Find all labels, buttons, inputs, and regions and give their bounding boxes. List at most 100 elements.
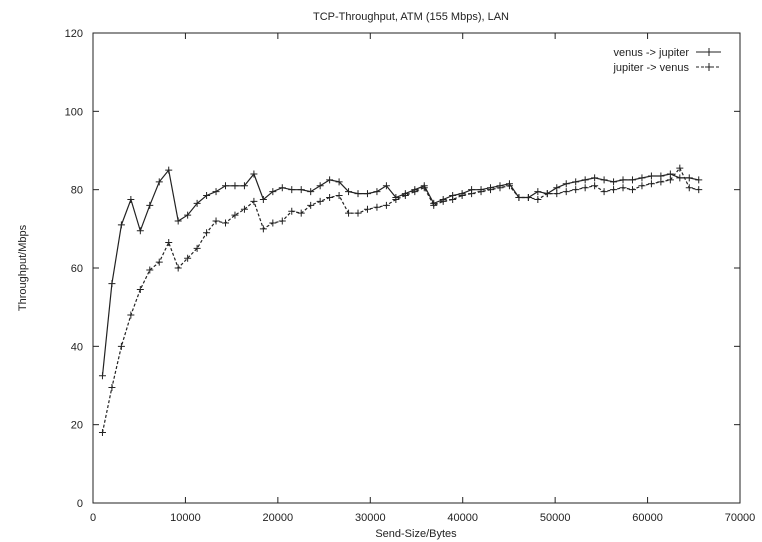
data-point-jupiter-venus: [184, 254, 192, 262]
data-point-jupiter-venus: [411, 188, 419, 196]
x-tick-label: 60000: [632, 512, 663, 524]
data-point-jupiter-venus: [439, 197, 447, 205]
data-point-jupiter-venus: [666, 176, 674, 184]
data-point-jupiter-venus: [326, 194, 334, 201]
data-point-jupiter-venus: [430, 201, 438, 209]
y-tick-label: 60: [71, 263, 83, 275]
data-point-jupiter-venus: [288, 207, 296, 215]
data-point-jupiter-venus: [146, 266, 154, 274]
data-point-jupiter-venus: [382, 201, 390, 209]
data-point-venus-jupiter: [259, 195, 267, 203]
data-point-venus-jupiter: [619, 176, 627, 184]
data-point-jupiter-venus: [127, 311, 135, 319]
data-point-venus-jupiter: [222, 182, 230, 190]
legend-label-venus-jupiter: venus -> jupiter: [613, 47, 689, 59]
data-point-jupiter-venus: [581, 184, 589, 192]
data-point-venus-jupiter: [354, 190, 362, 198]
data-point-venus-jupiter: [98, 372, 106, 380]
data-point-venus-jupiter: [335, 178, 343, 186]
data-point-venus-jupiter: [165, 166, 173, 174]
data-point-jupiter-venus: [354, 209, 362, 217]
x-axis-title: Send-Size/Bytes: [375, 528, 457, 540]
x-tick-label: 0: [90, 512, 96, 524]
data-point-venus-jupiter: [676, 174, 684, 182]
legend-marker-jupiter-venus: [705, 63, 713, 71]
x-tick-labels: 0 10000 20000 30000 40000 50000 60000 70000: [90, 512, 755, 524]
data-point-jupiter-venus: [685, 184, 693, 192]
data-point-venus-jupiter: [685, 174, 693, 182]
x-tick-label: 30000: [355, 512, 386, 524]
data-point-venus-jupiter: [127, 195, 135, 203]
data-point-venus-jupiter: [297, 186, 305, 194]
data-point-jupiter-venus: [136, 286, 144, 294]
data-point-jupiter-venus: [250, 197, 258, 205]
data-point-jupiter-venus: [165, 239, 173, 247]
data-point-venus-jupiter: [174, 217, 182, 225]
data-point-venus-jupiter: [610, 178, 618, 186]
data-point-venus-jupiter: [146, 201, 154, 209]
data-point-jupiter-venus: [600, 188, 608, 196]
data-point-jupiter-venus: [363, 205, 371, 213]
data-point-venus-jupiter: [581, 176, 589, 184]
data-point-venus-jupiter: [203, 192, 211, 200]
data-point-venus-jupiter: [269, 188, 277, 196]
data-point-venus-jupiter: [382, 182, 390, 190]
data-point-jupiter-venus: [458, 192, 466, 200]
data-point-jupiter-venus: [496, 184, 504, 192]
series-line-jupiter-venus: [101, 166, 699, 433]
data-point-jupiter-venus: [117, 342, 125, 350]
data-point-jupiter-venus: [108, 383, 116, 391]
data-point-jupiter-venus: [638, 182, 646, 190]
data-point-venus-jupiter: [363, 190, 371, 198]
data-point-jupiter-venus: [534, 195, 542, 203]
data-point-venus-jupiter: [117, 221, 125, 229]
y-tick-labels: 0 20 40 60 80 100 120: [65, 28, 83, 510]
series-line-venus-jupiter: [101, 168, 699, 376]
data-point-venus-jupiter: [155, 178, 163, 186]
y-tick-label: 20: [71, 420, 83, 432]
data-point-venus-jupiter: [628, 176, 636, 184]
data-point-jupiter-venus: [468, 190, 476, 198]
data-point-jupiter-venus: [647, 180, 655, 188]
y-tick-label: 0: [77, 498, 83, 510]
data-point-venus-jupiter: [278, 184, 286, 192]
y-tick-label: 40: [71, 341, 83, 353]
x-tick-label: 40000: [447, 512, 478, 524]
x-tick-label: 20000: [263, 512, 294, 524]
data-point-venus-jupiter: [638, 174, 646, 182]
data-point-jupiter-venus: [297, 209, 305, 217]
data-point-venus-jupiter: [695, 176, 703, 184]
series-layer: [98, 164, 703, 436]
data-point-jupiter-venus: [420, 184, 428, 192]
data-point-jupiter-venus: [553, 190, 561, 198]
data-point-venus-jupiter: [657, 172, 665, 180]
data-point-jupiter-venus: [487, 186, 495, 194]
data-point-venus-jupiter: [240, 182, 248, 190]
data-point-jupiter-venus: [193, 244, 201, 252]
data-point-jupiter-venus: [619, 184, 627, 192]
plot-frame: [92, 32, 741, 504]
data-point-jupiter-venus: [591, 182, 599, 190]
data-point-venus-jupiter: [647, 172, 655, 180]
data-point-venus-jupiter: [326, 176, 334, 184]
axis-ticks: [92, 32, 741, 504]
data-point-jupiter-venus: [477, 188, 485, 196]
data-point-jupiter-venus: [505, 182, 513, 190]
data-point-venus-jupiter: [666, 170, 674, 178]
data-point-venus-jupiter: [373, 188, 381, 196]
data-point-venus-jupiter: [231, 182, 239, 190]
data-point-jupiter-venus: [155, 258, 163, 266]
data-point-venus-jupiter: [562, 180, 570, 188]
data-point-venus-jupiter: [345, 188, 353, 196]
data-point-venus-jupiter: [212, 188, 220, 196]
series-venus-jupiter: [98, 166, 703, 380]
data-point-venus-jupiter: [316, 182, 324, 190]
legend-marker-venus-jupiter: [705, 48, 713, 56]
y-tick-label: 80: [71, 185, 83, 197]
data-point-jupiter-venus: [676, 164, 684, 172]
legend-label-jupiter-venus: jupiter -> venus: [612, 62, 689, 74]
data-point-venus-jupiter: [600, 176, 608, 184]
data-point-jupiter-venus: [373, 203, 381, 211]
y-tick-label: 100: [65, 106, 83, 118]
